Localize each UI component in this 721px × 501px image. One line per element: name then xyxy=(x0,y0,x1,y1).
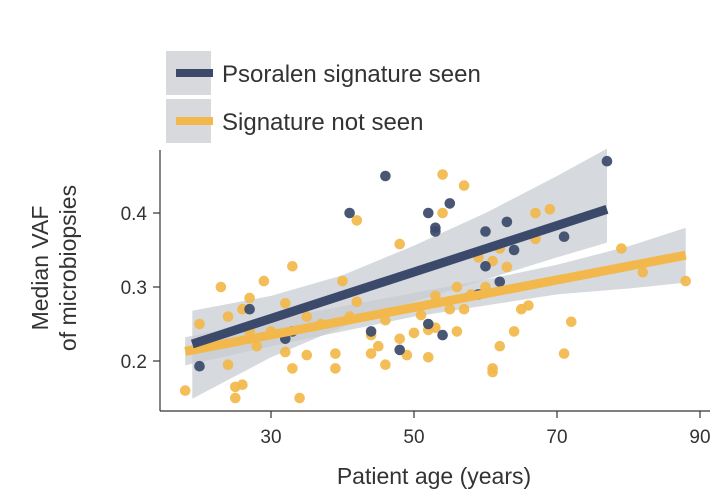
point-seen-2 xyxy=(244,303,255,315)
x-tick-label-90: 90 xyxy=(689,427,710,448)
point-seen-12 xyxy=(430,226,441,237)
point-not_seen-19 xyxy=(301,349,313,361)
x-tick-label-70: 70 xyxy=(546,427,567,448)
point-not_seen-58 xyxy=(508,326,520,337)
point-not_seen-43 xyxy=(437,207,448,219)
legend-label-not-seen: Signature not seen xyxy=(222,109,423,136)
point-not_seen-42 xyxy=(437,169,448,180)
point-seen-7 xyxy=(380,170,391,182)
point-not_seen-63 xyxy=(544,204,556,215)
point-not_seen-48 xyxy=(458,303,470,315)
point-not_seen-61 xyxy=(530,207,541,219)
point-not_seen-3 xyxy=(222,359,234,371)
point-not_seen-16 xyxy=(287,261,298,272)
point-not_seen-0 xyxy=(179,385,191,396)
point-not_seen-38 xyxy=(423,352,434,363)
point-not_seen-36 xyxy=(408,327,420,339)
point-not_seen-68 xyxy=(680,275,691,287)
x-axis-ticks: 30 50 70 90 xyxy=(260,411,711,448)
point-not_seen-31 xyxy=(380,359,391,371)
point-not_seen-7 xyxy=(237,379,248,391)
y-tick-label-1: 0.3 xyxy=(121,278,147,299)
fit-line-seen xyxy=(190,205,609,349)
y-axis-ticks: 0.2 0.3 0.4 xyxy=(121,204,160,373)
point-not_seen-30 xyxy=(373,340,384,352)
point-seen-0 xyxy=(194,360,205,372)
point-not_seen-44 xyxy=(444,303,456,315)
x-tick-label-50: 50 xyxy=(403,427,424,448)
point-seen-14 xyxy=(444,198,456,209)
point-not_seen-53 xyxy=(487,366,498,378)
point-seen-8 xyxy=(394,344,406,356)
point-not_seen-22 xyxy=(330,348,341,359)
point-not_seen-9 xyxy=(244,292,255,304)
point-not_seen-45 xyxy=(451,326,463,337)
point-not_seen-60 xyxy=(523,300,534,311)
point-not_seen-15 xyxy=(280,346,291,358)
point-seen-17 xyxy=(480,261,491,272)
point-seen-22 xyxy=(601,155,613,167)
point-not_seen-66 xyxy=(616,243,627,254)
y-tick-label-0: 0.2 xyxy=(121,352,147,373)
point-not_seen-17 xyxy=(287,363,298,374)
y-axis-title: Median VAF of microbiopsies xyxy=(27,185,81,351)
legend-label-seen: Psoralen signature seen xyxy=(222,61,481,88)
point-not_seen-47 xyxy=(458,180,470,191)
point-not_seen-20 xyxy=(301,311,313,322)
fit-lines xyxy=(184,205,687,356)
y-tick-label-2: 0.4 xyxy=(121,204,148,225)
x-tick-label-30: 30 xyxy=(260,427,281,448)
point-not_seen-57 xyxy=(501,261,513,273)
point-not_seen-12 xyxy=(258,275,270,287)
point-seen-10 xyxy=(423,318,434,330)
point-seen-20 xyxy=(508,244,520,256)
point-seen-9 xyxy=(423,207,434,219)
point-not_seen-46 xyxy=(451,281,463,293)
point-not_seen-18 xyxy=(294,392,305,404)
point-not_seen-28 xyxy=(365,348,377,359)
point-not_seen-67 xyxy=(637,266,649,278)
legend: Psoralen signature seen Signature not se… xyxy=(166,51,481,143)
point-not_seen-6 xyxy=(230,392,241,404)
point-not_seen-55 xyxy=(494,340,506,352)
point-seen-13 xyxy=(437,329,448,341)
point-not_seen-34 xyxy=(394,333,406,345)
point-seen-18 xyxy=(494,276,506,288)
x-axis-title: Patient age (years) xyxy=(337,463,531,489)
point-seen-19 xyxy=(501,216,513,228)
fit-line-not_seen xyxy=(184,250,687,356)
point-not_seen-64 xyxy=(558,348,570,359)
point-not_seen-23 xyxy=(330,363,341,374)
point-not_seen-11 xyxy=(251,340,262,352)
point-seen-6 xyxy=(365,326,377,337)
point-not_seen-14 xyxy=(280,298,291,309)
point-seen-21 xyxy=(558,231,570,242)
point-not_seen-4 xyxy=(222,311,234,322)
point-not_seen-26 xyxy=(351,296,363,308)
point-not_seen-33 xyxy=(394,238,406,250)
point-not_seen-24 xyxy=(337,275,348,287)
data-points xyxy=(179,155,691,404)
y-axis-title-line-1: Median VAF xyxy=(27,206,53,331)
point-seen-5 xyxy=(344,207,355,219)
point-not_seen-1 xyxy=(194,318,205,330)
point-not_seen-27 xyxy=(351,215,363,226)
point-not_seen-65 xyxy=(566,316,577,328)
point-not_seen-37 xyxy=(415,309,427,321)
point-not_seen-2 xyxy=(215,281,227,293)
y-axis-title-line-2: of microbiopsies xyxy=(55,185,81,351)
point-seen-16 xyxy=(480,226,491,237)
